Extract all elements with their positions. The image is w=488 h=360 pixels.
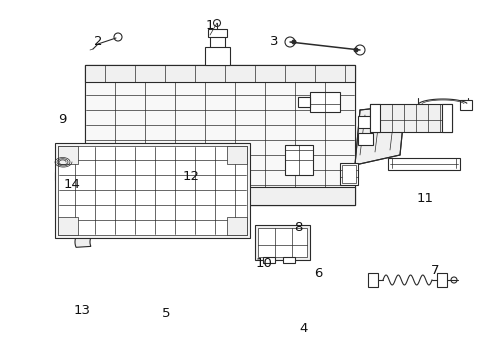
Bar bbox=[58, 217, 78, 235]
Text: 13: 13 bbox=[74, 304, 90, 317]
Polygon shape bbox=[354, 105, 404, 165]
Bar bbox=[339, 163, 357, 185]
Bar bbox=[58, 146, 78, 164]
Text: 6: 6 bbox=[313, 267, 322, 280]
Bar bbox=[226, 217, 246, 235]
Text: 2: 2 bbox=[93, 35, 102, 48]
Text: 1: 1 bbox=[205, 19, 214, 32]
Bar bbox=[441, 104, 451, 132]
Bar bbox=[283, 257, 294, 263]
Text: 12: 12 bbox=[182, 170, 199, 183]
Bar bbox=[58, 146, 246, 235]
Text: 3: 3 bbox=[269, 35, 278, 48]
Bar bbox=[207, 29, 226, 37]
Bar bbox=[309, 92, 339, 112]
Bar bbox=[285, 145, 312, 175]
Bar bbox=[341, 165, 355, 183]
Bar bbox=[436, 273, 446, 287]
Polygon shape bbox=[75, 210, 134, 247]
Bar bbox=[369, 104, 379, 132]
Circle shape bbox=[291, 40, 295, 44]
Bar bbox=[459, 100, 471, 110]
Bar bbox=[387, 158, 459, 170]
Bar bbox=[254, 225, 309, 260]
Polygon shape bbox=[85, 65, 354, 205]
Text: 5: 5 bbox=[162, 307, 170, 320]
Bar bbox=[367, 273, 377, 287]
Text: 8: 8 bbox=[293, 221, 302, 234]
Text: 10: 10 bbox=[255, 257, 272, 270]
Circle shape bbox=[353, 48, 357, 52]
Bar bbox=[369, 104, 451, 132]
Text: 11: 11 bbox=[416, 192, 433, 205]
Bar bbox=[85, 65, 354, 82]
Bar bbox=[85, 187, 354, 205]
Bar bbox=[357, 116, 372, 128]
Polygon shape bbox=[62, 189, 122, 212]
Text: 14: 14 bbox=[64, 178, 81, 191]
Bar bbox=[297, 97, 309, 107]
Text: 4: 4 bbox=[298, 322, 307, 335]
Bar bbox=[55, 143, 249, 238]
Bar bbox=[263, 257, 274, 263]
Bar bbox=[258, 228, 306, 257]
Text: 7: 7 bbox=[430, 264, 439, 277]
Text: 9: 9 bbox=[58, 113, 67, 126]
Bar bbox=[85, 65, 354, 205]
Bar bbox=[204, 47, 229, 65]
Bar bbox=[357, 133, 372, 145]
Bar bbox=[226, 146, 246, 164]
